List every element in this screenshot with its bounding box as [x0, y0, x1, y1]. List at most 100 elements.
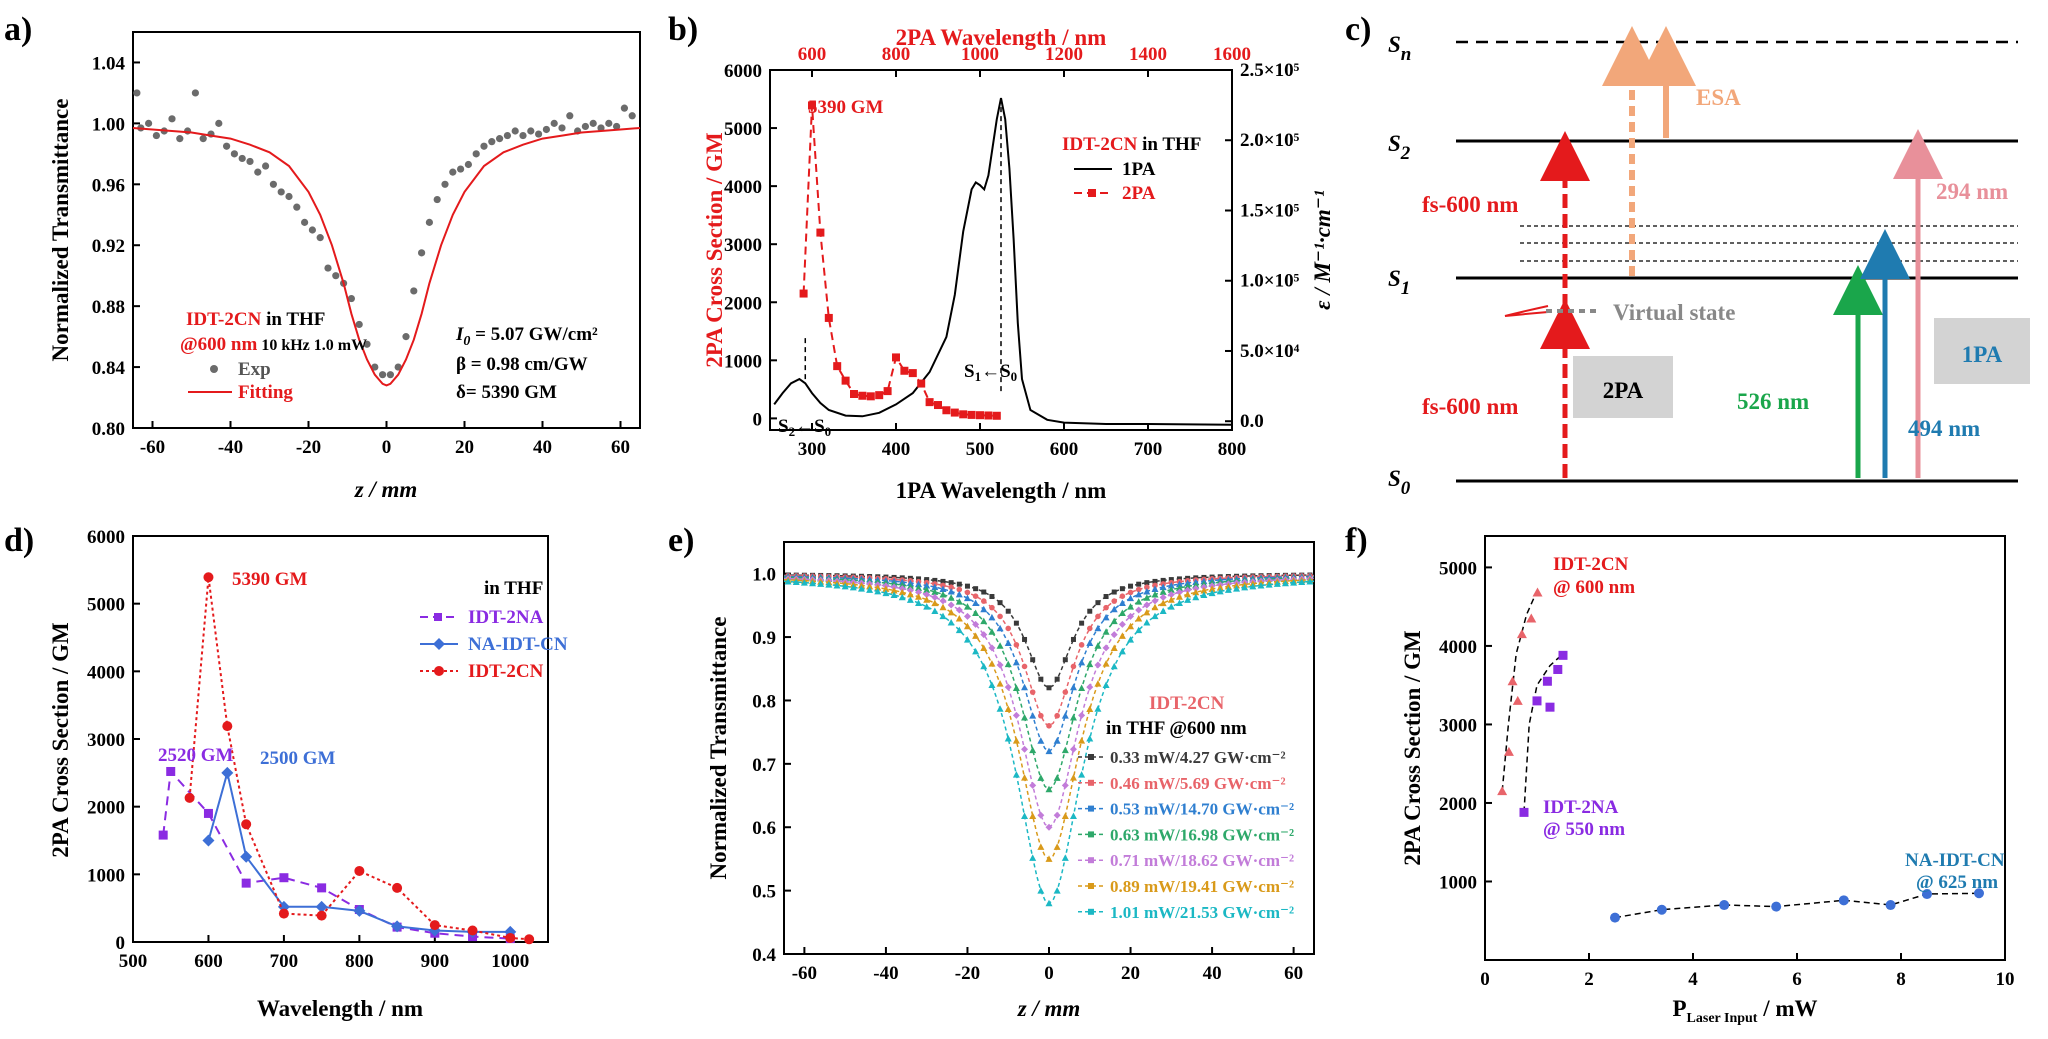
panel-e-point [1143, 594, 1151, 601]
panel-f-idt2na-wl: @ 550 nm [1543, 819, 1625, 840]
panel-e-point [866, 582, 874, 590]
panel-e-point [1167, 581, 1175, 589]
panel-e-point [1054, 676, 1060, 682]
panel-e-point [1029, 812, 1037, 819]
panel-d-legend-marker-naidtcn [433, 638, 445, 650]
panel-a-exp-point [480, 142, 488, 150]
panel-b-compound-line: IDT-2CN in THF [1062, 134, 1201, 155]
panel-e-point [996, 661, 1004, 669]
panel-e-point [1159, 588, 1167, 595]
panel-e-point [1086, 734, 1094, 742]
panel-a-exp-point [581, 122, 590, 131]
panel-e-point [849, 583, 857, 591]
panel-e-point [1110, 631, 1118, 639]
panel-f-ytick-label: 2000 [1439, 794, 1477, 815]
panel-a-exp-point [628, 112, 636, 120]
panel-e-point [1053, 774, 1061, 781]
panel-b-2pa-point [799, 289, 808, 298]
panel-d-idt2cn-point [203, 572, 214, 583]
panel-d-naidtcn-point [221, 766, 234, 779]
panel-e-point [1127, 636, 1135, 643]
panel-e-legend-label: 0.53 mW/14.70 GW·cm⁻² [1110, 800, 1294, 819]
panel-e-point [1200, 591, 1208, 599]
panel-a-ytick-label: 0.80 [92, 419, 125, 440]
panel-e-point [988, 681, 996, 689]
panel-e-point [931, 583, 939, 591]
panel-d-series-line [207, 772, 511, 933]
label-sn-sub: n [1401, 44, 1412, 65]
panel-e-legend-label: 0.89 mW/19.41 GW·cm⁻² [1110, 877, 1294, 896]
panel-e-point [964, 583, 970, 589]
panel-d-idt2na-label: 2520 GM [158, 745, 234, 766]
panel-d-idt2na-point [241, 878, 251, 888]
panel-b-s1-sub: 1 [975, 369, 982, 384]
fs-bottom-label: fs-600 nm [1422, 394, 1518, 419]
panel-e-point [1103, 594, 1109, 600]
panel-e-point [1086, 683, 1094, 691]
panel-e-point [1151, 591, 1159, 598]
panel-a-exp-point [324, 264, 332, 272]
panel-b-2pa-point [976, 411, 984, 420]
panel-a-exp-point [519, 131, 527, 140]
panel-e-point [1054, 712, 1060, 719]
panel-e-point [1037, 887, 1045, 894]
panel-a-xtick-label: -20 [296, 437, 321, 458]
panel-e-point [1021, 812, 1029, 820]
panel-e-point [841, 582, 849, 590]
virtual-state-lineshape-icon [1504, 305, 1549, 317]
panel-e-point [915, 588, 923, 596]
panel-e-point [906, 579, 914, 587]
panel-d-series-line [188, 577, 530, 941]
panel-a-compound-line: IDT-2CN in THF [186, 309, 325, 330]
panel-e-point [1135, 615, 1143, 622]
panel-b-letter: b) [668, 11, 698, 48]
panel-d-xtick-label: 1000 [491, 951, 529, 972]
panel-a-exp-point [613, 122, 621, 131]
panel-d-naidtcn-point [391, 920, 404, 933]
panel-e-point [1004, 683, 1012, 691]
panel-e-point [947, 601, 955, 609]
panel-e-point [1249, 582, 1257, 590]
panel-e-point [1175, 580, 1183, 588]
panel-d-ytick-label: 1000 [87, 865, 125, 886]
panel-e-point [1078, 711, 1086, 719]
panel-b-x2tick-label: 1000 [961, 44, 999, 65]
panel-c: c) Sn S2 S1 S0 ESA fs-600 nm fs-600 nm V… [1345, 11, 2030, 499]
panel-e-point [1029, 781, 1037, 789]
panel-b-s1-label: S1←S0 [964, 361, 1017, 384]
panel-e-point [939, 597, 947, 605]
panel-e-point [924, 577, 930, 583]
panel-d-idt2na-point [317, 883, 327, 893]
panel-e-point [996, 642, 1004, 649]
panel-a-exp-point [316, 234, 324, 242]
panel-e-legend-marker [1088, 831, 1094, 838]
panel-e-point [947, 608, 955, 616]
panel-e-point [1111, 598, 1118, 604]
panel-a-letter: a) [4, 11, 32, 48]
panel-b-ytick-label: 4000 [724, 177, 762, 198]
label-s0-sub: 0 [1401, 478, 1411, 499]
panel-d-xtick-label: 800 [345, 951, 374, 972]
panel-d-legend-title: in THF [484, 578, 543, 599]
panel-b-2pa-point [824, 313, 833, 322]
panel-a-exp-point [230, 150, 238, 158]
panel-f-idt2cn-point [1497, 786, 1508, 796]
panel-f-idt2na-point [1545, 702, 1555, 712]
panel-e-point [980, 605, 988, 613]
panel-f-plot [1497, 587, 1984, 923]
panel-b-2pa-point [850, 390, 858, 398]
panel-b-xtick-label: 700 [1134, 439, 1163, 460]
panel-e-point [1167, 596, 1175, 603]
panel-b-y2tick-label: 1.0×10⁵ [1240, 271, 1300, 292]
panel-a-exp-point [355, 320, 363, 329]
panel-a-legend-fit: Fitting [238, 382, 293, 403]
panel-d-idt2na-point [203, 808, 213, 818]
panel-e-legend-marker [1088, 857, 1094, 864]
panel-d-idt2cn-point [505, 932, 516, 943]
panel-a-exp-point [394, 363, 402, 371]
panel-b-2pa-point [883, 387, 892, 396]
panel-e-legend-marker [1088, 908, 1094, 915]
panel-f-xlabel-tail: / mW [1757, 996, 1817, 1021]
panel-d-plot [158, 572, 535, 945]
panel-e-point [923, 603, 931, 610]
